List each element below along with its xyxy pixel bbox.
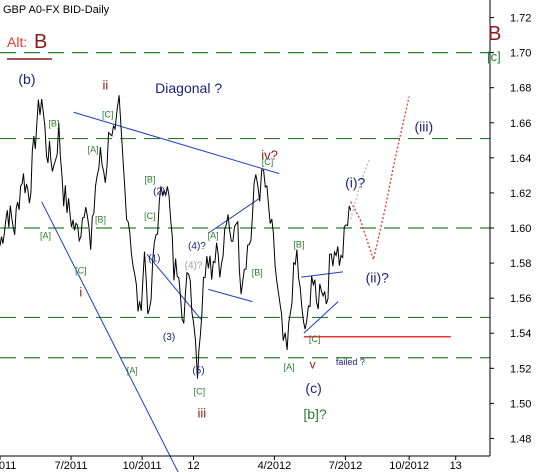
wave-label-2: Diagonal ?	[155, 80, 222, 96]
y-tick-label-5: 1.62	[510, 188, 531, 200]
x-tick-label-7: 13	[450, 460, 462, 472]
wave-label-18: [B]	[95, 215, 106, 225]
wave-label-13: [B]	[48, 118, 59, 128]
wave-label-1: ii	[102, 77, 108, 92]
wave-label-16: [A]	[40, 231, 51, 241]
y-tick-label-4: 1.64	[510, 153, 531, 165]
wave-label-4: (i)?	[345, 175, 365, 191]
wave-label-17: [C]	[75, 266, 87, 276]
wave-label-20: [B]	[144, 174, 155, 184]
wave-label-9: [b]?	[303, 406, 327, 422]
wave-label-23: (1)	[148, 253, 160, 264]
wave-label-12: i	[79, 284, 82, 299]
trendline-0	[73, 111, 280, 175]
wave-label-25: (4)?	[185, 260, 203, 271]
x-tick-label-3: 12	[187, 460, 199, 472]
price-series	[0, 95, 352, 379]
wave-label-27: (5)	[192, 366, 204, 377]
y-tick-label-10: 1.52	[510, 363, 531, 375]
instrument-title: GBP A0-FX BID-Daily	[3, 4, 110, 16]
wave-label-30: [B]	[252, 267, 263, 277]
wave-label-10: v	[310, 357, 316, 371]
x-tick-label-0: 4/2011	[0, 460, 16, 472]
wave-label-26: (3)	[163, 332, 175, 343]
wave-labels: (b) ii Diagonal ? iv? (i)? (iii) (ii)? failed ?…	[18, 71, 433, 422]
wave-label-28: [C]	[194, 387, 206, 397]
x-tick-label-6: 10/2012	[389, 460, 429, 472]
wave-label-11: iii	[198, 405, 207, 420]
trendline-3	[207, 197, 260, 234]
projection-gray	[350, 157, 371, 220]
y-tick-label-2: 1.68	[510, 83, 531, 95]
wave-label-5: (iii)	[415, 119, 434, 135]
trendlines	[41, 111, 344, 472]
y-tick-label-9: 1.54	[510, 328, 531, 340]
y-tick-label-11: 1.50	[510, 398, 531, 410]
wave-label-7: failed ?	[336, 357, 365, 367]
y-axis-ticks: 1.72 1.70 1.68 1.66 1.64 1.62 1.60 1.58 1.56 1.54…	[490, 13, 531, 445]
main-wave-label: B	[488, 23, 501, 45]
wave-label-31: [C]	[262, 157, 274, 167]
y-tick-label-12: 1.48	[510, 433, 531, 445]
wave-label-6: (ii)?	[366, 269, 390, 285]
trendline-4	[208, 288, 253, 303]
y-tick-label-8: 1.56	[510, 293, 531, 305]
x-tick-label-2: 10/2011	[123, 460, 162, 472]
wave-label-8: (c)	[305, 380, 321, 396]
wave-label-0: (b)	[18, 71, 35, 87]
alt-label: Alt:	[7, 34, 27, 50]
wave-label-22: [C]	[144, 211, 156, 221]
x-tick-label-4: 4/2012	[258, 460, 292, 472]
y-tick-label-6: 1.60	[510, 223, 531, 235]
x-axis-ticks: 4/2011 7/2011 10/2011 12 4/2012 7/2012 10/2012…	[0, 456, 462, 472]
wave-label-32: [B]	[293, 239, 304, 249]
wave-label-14: [C]	[102, 110, 114, 120]
wave-label-21: (2)	[153, 187, 165, 198]
wave-label-34: [A]	[284, 362, 295, 372]
wave-label-24: (4)?	[188, 241, 206, 252]
main-wave-sub-label: [c]	[487, 49, 501, 64]
trendline-6	[303, 301, 339, 334]
alt-wave-label: B	[34, 31, 47, 53]
trendline-5	[301, 271, 344, 278]
projection-red	[350, 96, 410, 263]
wave-label-15: [A]	[88, 145, 99, 155]
price-line	[0, 95, 352, 379]
trendline-1	[41, 201, 179, 472]
wave-label-3: iv?	[261, 148, 278, 163]
y-tick-label-7: 1.58	[510, 258, 531, 270]
y-tick-label-3: 1.66	[510, 118, 531, 130]
wave-label-19: [A]	[127, 366, 138, 376]
y-tick-label-1: 1.70	[510, 48, 531, 60]
wave-label-33: [C]	[309, 334, 321, 344]
x-tick-label-1: 7/2011	[55, 460, 88, 472]
y-tick-label-0: 1.72	[510, 13, 531, 25]
projection-paths	[350, 96, 410, 263]
wave-label-29: [A]	[208, 231, 219, 241]
x-tick-label-5: 7/2012	[329, 460, 363, 472]
